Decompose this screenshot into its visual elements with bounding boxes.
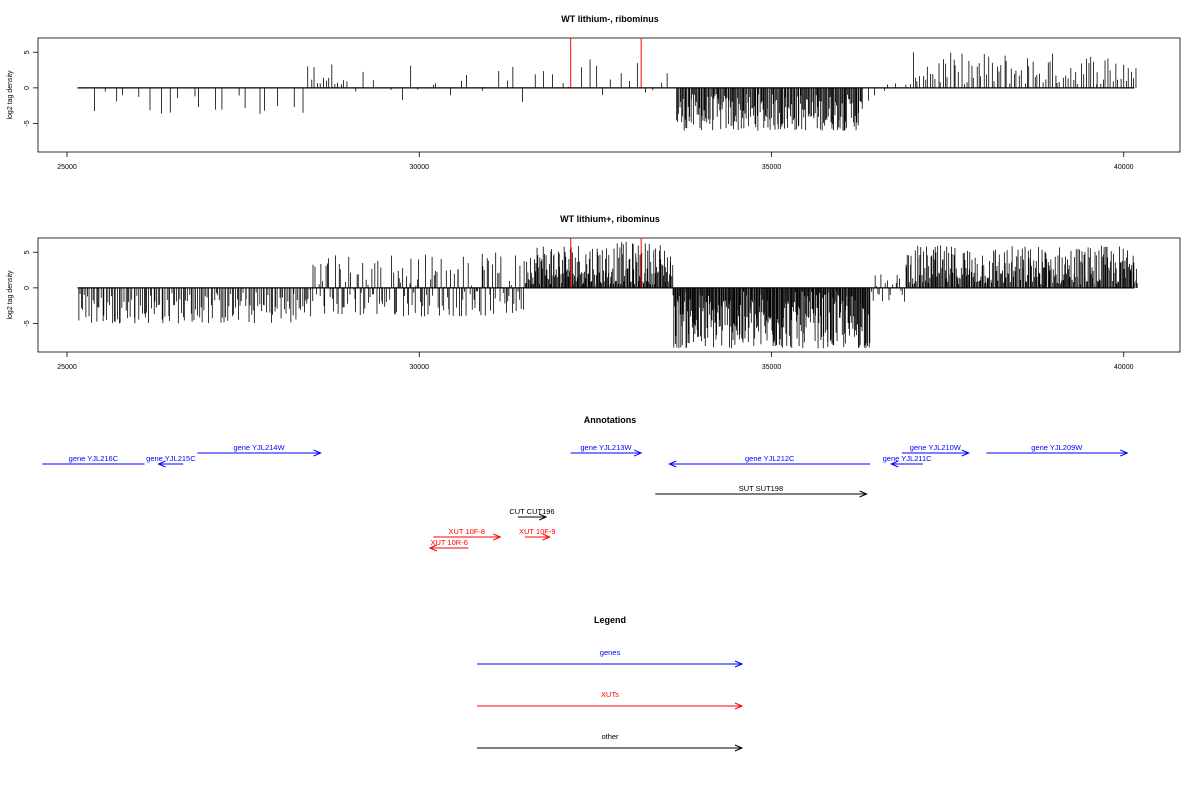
legend-item: genes — [477, 648, 744, 668]
arrow-head — [961, 449, 971, 457]
arrow-head — [734, 660, 744, 668]
y-tick-label: 0 — [24, 286, 31, 290]
arrow-head — [313, 449, 322, 457]
annotation-feature: XUT 10R-6 — [428, 538, 469, 552]
annotation-label: XUT 10R-6 — [430, 538, 467, 547]
plot-frame — [37, 37, 1181, 153]
x-tick-label: 30000 — [410, 164, 430, 171]
arrow-head — [542, 533, 551, 541]
annotations-layer: gene YJL216C gene YJL215C gene YJL214W gene… — [42, 443, 1129, 552]
chart-panel-lithium-plus: WT lithium+, ribominus log2 tag density … — [7, 214, 1181, 371]
annotation-feature: SUT SUT198 — [655, 484, 868, 498]
annotation-feature: CUT CUT196 — [509, 507, 555, 521]
annotation-feature: gene YJL214W — [197, 443, 322, 457]
chart-title: WT lithium+, ribominus — [560, 214, 660, 224]
x-tick-label: 25000 — [57, 364, 77, 371]
legend-label: genes — [600, 648, 621, 657]
annotation-label: gene YJL214W — [233, 443, 285, 452]
annotation-feature: XUT 10F-9 — [519, 527, 556, 541]
legend-item: XUTs — [477, 690, 744, 710]
annotations-title: Annotations — [584, 415, 637, 425]
legend-title: Legend — [594, 615, 626, 625]
x-tick-label: 35000 — [762, 164, 782, 171]
annotation-feature: gene YJL210W — [901, 443, 971, 457]
legend-layer: genes XUTs other — [477, 648, 744, 752]
arrow-head — [734, 744, 744, 752]
arrow-head — [157, 460, 166, 468]
x-tick-label: 40000 — [1114, 364, 1134, 371]
arrow-head — [428, 544, 438, 552]
legend-label: XUTs — [601, 690, 619, 699]
x-tick-label: 40000 — [1114, 164, 1134, 171]
annotation-label: XUT 10F-9 — [519, 527, 556, 536]
annotation-label: gene YJL212C — [745, 454, 795, 463]
annotation-feature: gene YJL209W — [986, 443, 1129, 457]
annotation-label: gene YJL213W — [580, 443, 632, 452]
annotation-feature: gene YJL213W — [570, 443, 643, 457]
arrow-head — [668, 460, 677, 468]
legend-panel: Legend genes XUTs other — [477, 615, 744, 752]
plot-frame — [37, 237, 1181, 353]
annotation-label: XUT 10F-8 — [449, 527, 486, 536]
arrow-head — [633, 449, 643, 457]
legend-item: other — [477, 732, 744, 752]
annotation-label: gene YJL209W — [1031, 443, 1083, 452]
x-tick-label: 25000 — [57, 164, 77, 171]
chart-panel-lithium-minus: WT lithium-, ribominus log2 tag density … — [7, 14, 1181, 171]
y-axis-label: log2 tag density — [7, 70, 14, 120]
annotation-feature: gene YJL211C — [883, 454, 933, 468]
y-axis-label: log2 tag density — [7, 270, 14, 320]
annotation-label: gene YJL210W — [910, 443, 962, 452]
annotation-feature: gene YJL212C — [668, 454, 871, 468]
chart-title: WT lithium-, ribominus — [561, 14, 659, 24]
arrow-head — [1120, 449, 1129, 457]
plot-layer: 25000 30000 35000 40000 5 0 -5 — [24, 38, 1137, 171]
x-tick-label: 30000 — [410, 364, 430, 371]
y-tick-label: -5 — [24, 120, 31, 126]
y-tick-label: 0 — [24, 86, 31, 90]
annotation-label: SUT SUT198 — [739, 484, 783, 493]
arrow-head — [493, 533, 502, 541]
annotations-panel: Annotations gene YJL216C gene YJL215Cgene… — [42, 415, 1129, 552]
y-tick-label: -5 — [24, 320, 31, 326]
annotation-feature: gene YJL216C — [42, 454, 145, 465]
arrow-head — [889, 460, 899, 468]
annotation-label: gene YJL216C — [69, 454, 119, 463]
annotation-label: gene YJL211C — [883, 454, 933, 463]
arrow-head — [859, 490, 868, 498]
y-tick-label: 5 — [24, 50, 31, 54]
legend-label: other — [601, 732, 619, 741]
annotation-label: gene YJL215C — [146, 454, 196, 463]
x-tick-label: 35000 — [762, 364, 782, 371]
annotation-feature: gene YJL215C — [146, 454, 196, 468]
annotation-feature: XUT 10F-8 — [433, 527, 502, 541]
arrow-head — [734, 702, 744, 710]
y-tick-label: 5 — [24, 250, 31, 254]
arrow-head — [538, 513, 548, 521]
annotation-label: CUT CUT196 — [509, 507, 554, 516]
plot-layer: 25000 30000 35000 40000 5 0 -5 — [24, 238, 1138, 371]
